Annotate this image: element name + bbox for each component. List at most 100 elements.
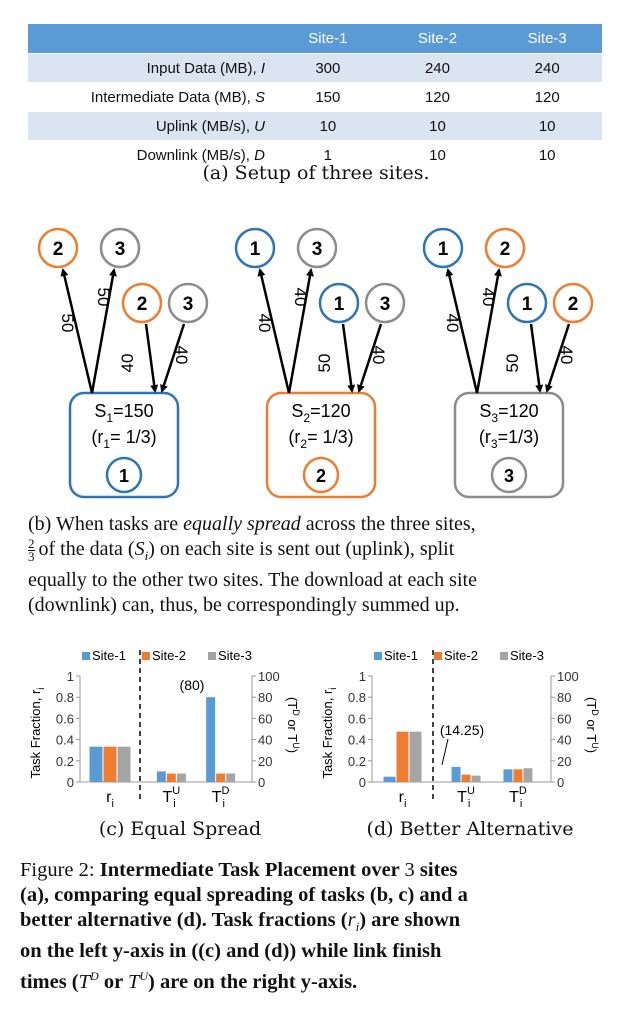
site-ratio-label: (r1= 1/3)	[91, 427, 156, 451]
downlink-arrow	[529, 323, 544, 393]
site-data-label: S1=150	[94, 401, 153, 425]
site-badge	[105, 456, 143, 494]
caption-b-line4: (downlink) can, thus, be correspondingly…	[28, 594, 460, 616]
site-badge-label: 2	[316, 466, 326, 486]
table-row: Input Data (MB), I 300 240 240	[28, 53, 602, 83]
right-tick-label: 100	[557, 669, 579, 684]
downlink-label: 40	[369, 346, 388, 365]
left-tick-label: 0.8	[348, 690, 366, 705]
src-site-circle	[506, 282, 548, 324]
legend-label: Site-1	[384, 648, 418, 663]
left-tick-label: 0.8	[56, 690, 74, 705]
caption-b: (b) When tasks are equally spread across…	[28, 512, 608, 618]
downlink-label: 40	[172, 346, 191, 365]
legend-swatch	[82, 652, 90, 660]
uplink-arrow	[90, 268, 117, 394]
downlink-label: 40	[118, 354, 137, 373]
legend-swatch	[208, 652, 216, 660]
bar-site-1	[451, 766, 461, 782]
downlink-arrow	[341, 323, 356, 393]
src-site-circle	[167, 282, 209, 324]
legend-label: Site-3	[510, 648, 544, 663]
value-annotation: (14.25)	[440, 722, 484, 738]
table-cell: 300	[273, 53, 383, 83]
annotation-pointer	[441, 738, 449, 766]
left-tick-label: 1	[359, 669, 366, 684]
bar-site-3	[471, 775, 481, 782]
table-row: Uplink (MB/s), U 10 10 10	[28, 111, 602, 141]
table-cell: 10	[382, 140, 493, 169]
bar-site-2	[216, 773, 226, 782]
caption-b-line3: equally to the other two sites. The down…	[28, 569, 477, 591]
caption-b-line2: 2 3 of the data (Si) on each site is sent …	[28, 535, 455, 564]
left-axis-label: Task Fraction, ri	[320, 687, 339, 778]
site-box	[265, 391, 377, 499]
right-axis-label: (TD or TU)	[584, 697, 600, 753]
dest-site-circle	[484, 227, 526, 269]
category-label: TD i	[509, 785, 527, 810]
dest-site-label: 1	[250, 239, 261, 260]
chart-d: Site-1 Site-2 Site-3 0 0.2 0.4 0.6 0.8 1 Task Fra…	[320, 648, 600, 810]
bar-site-1	[383, 776, 396, 782]
dest-site-label: 3	[115, 239, 126, 260]
uplink-label: 50	[58, 314, 77, 333]
uplink-arrow	[287, 268, 314, 394]
figure-caption-line5: times (TD or TU) are on the right y-axis…	[20, 969, 358, 993]
left-tick-label: 0.4	[56, 733, 74, 748]
table-row: Downlink (MB/s), D 1 10 10	[28, 140, 602, 169]
row-label: Uplink (MB/s), U	[28, 111, 273, 141]
table-cell: 120	[382, 82, 493, 112]
dest-site-circle	[99, 227, 141, 269]
figure-caption: Figure 2: Intermediate Task Placement ov…	[20, 858, 618, 995]
site-ratio-label: (r2= 1/3)	[288, 427, 353, 451]
table-cell: 10	[492, 140, 602, 169]
table-header-site-1: Site-1	[273, 24, 383, 54]
legend-label: Site-3	[218, 648, 252, 663]
setup-table: Site-1 Site-2 Site-3 Input Data (MB), I …	[28, 24, 602, 169]
downlink-label: 40	[557, 346, 576, 365]
bar-site-3	[409, 731, 422, 782]
row-label: Downlink (MB/s), D	[28, 140, 273, 169]
table-cell: 120	[492, 82, 602, 112]
legend-swatch	[142, 652, 150, 660]
src-site-circle	[364, 282, 406, 324]
src-site-label: 1	[334, 294, 345, 315]
site-badge-label: 1	[119, 466, 129, 486]
category-label: TD i	[212, 785, 230, 810]
uplink-label: 40	[255, 314, 274, 333]
src-site-circle	[121, 282, 163, 324]
category-label: ri	[106, 789, 114, 810]
uplink-arrow	[60, 268, 94, 394]
uplink-label: 50	[94, 288, 113, 307]
value-annotation: (80)	[180, 677, 205, 693]
legend-swatch	[434, 652, 442, 660]
caption-c: (c) Equal Spread	[98, 818, 262, 840]
bar-site-2	[513, 769, 523, 782]
right-tick-label: 0	[258, 775, 265, 790]
table-cell: 240	[382, 53, 493, 83]
uplink-arrow	[475, 268, 502, 394]
legend-swatch	[374, 652, 382, 660]
category-label: TU i	[457, 785, 475, 810]
uplink-label: 40	[291, 288, 310, 307]
chart-c: Site-1 Site-2 Site-3 0 0.2 0.4 0.6 0.8 1 Task Fra…	[28, 648, 301, 810]
right-tick-label: 80	[258, 690, 272, 705]
table-cell: 240	[492, 53, 602, 83]
left-tick-label: 0.4	[348, 733, 366, 748]
right-tick-label: 80	[557, 690, 571, 705]
left-tick-label: 1	[67, 669, 74, 684]
figure-caption-line3: better alternative (d). Task fractions (…	[20, 909, 461, 935]
bar-site-1	[206, 697, 216, 782]
table-cell: 10	[492, 111, 602, 141]
dest-site-label: 1	[438, 239, 449, 260]
bar-site-3	[523, 768, 533, 782]
bar-site-2	[461, 774, 471, 782]
right-tick-label: 20	[258, 754, 272, 769]
category-label: ri	[399, 789, 407, 810]
figure-caption-line1: Figure 2: Intermediate Task Placement ov…	[20, 859, 458, 881]
table-header-row: Site-1 Site-2 Site-3	[28, 24, 602, 54]
site-badge-label: 3	[504, 466, 514, 486]
caption-d: (d) Better Alternative	[366, 818, 574, 840]
downlink-arrow	[160, 323, 186, 393]
site-badge	[302, 456, 340, 494]
